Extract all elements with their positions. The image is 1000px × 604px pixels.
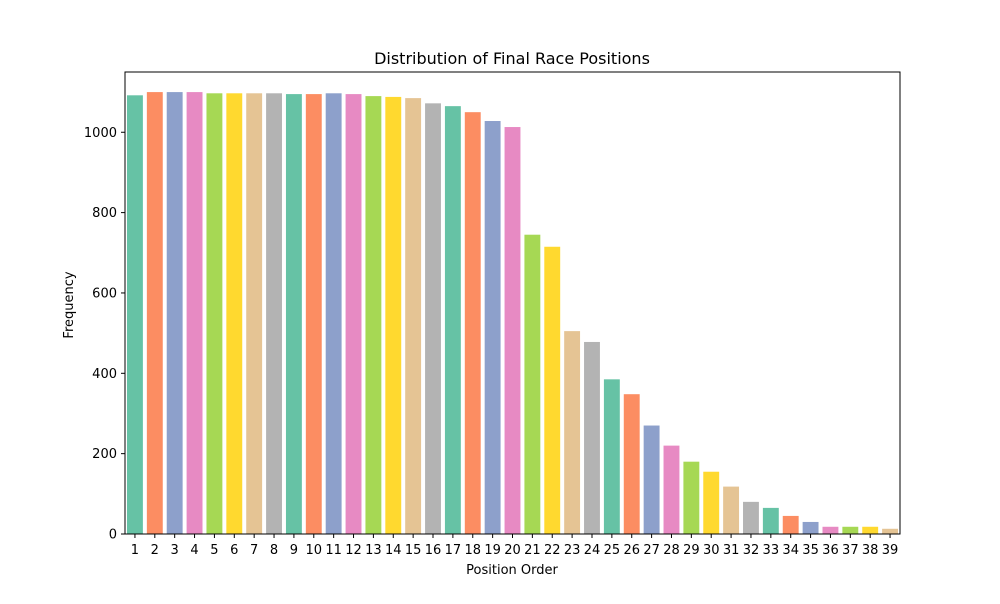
x-tick-label: 18 (464, 543, 481, 558)
x-tick-label: 2 (151, 543, 159, 558)
x-tick-label: 20 (504, 543, 521, 558)
x-tick-label: 9 (290, 543, 298, 558)
bar-position-13 (365, 96, 382, 535)
bar-position-5 (206, 93, 223, 534)
x-tick-label: 16 (425, 543, 442, 558)
x-tick-label: 7 (250, 543, 258, 558)
bar-position-7 (246, 93, 263, 534)
bar-position-8 (266, 93, 282, 534)
x-tick-label: 37 (842, 543, 859, 558)
bar-position-26 (623, 394, 640, 534)
bar-position-20 (504, 127, 521, 534)
y-tick-label: 600 (92, 286, 117, 301)
bar-position-27 (643, 425, 660, 534)
x-tick-label: 4 (190, 543, 198, 558)
x-tick-label: 31 (723, 543, 740, 558)
bar-position-29 (683, 461, 700, 534)
bar-position-37 (842, 526, 859, 534)
bar-position-16 (425, 103, 441, 534)
bar-position-35 (802, 521, 819, 534)
bar-position-3 (166, 92, 183, 534)
x-tick-label: 21 (524, 543, 541, 558)
x-tick-label: 5 (210, 543, 218, 558)
x-tick-label: 15 (405, 543, 422, 558)
bar-position-30 (703, 471, 720, 534)
y-tick-label: 200 (92, 447, 117, 462)
y-axis-ticks: 0 200 400 600 800 1000 (84, 126, 125, 543)
x-tick-label: 26 (623, 543, 640, 558)
bar-position-10 (305, 94, 322, 535)
bar-position-33 (762, 507, 779, 534)
bar-position-38 (862, 526, 879, 534)
y-axis-label: Frequency (62, 271, 77, 338)
x-tick-label: 38 (862, 543, 879, 558)
y-tick-label: 400 (92, 367, 117, 382)
x-tick-label: 33 (763, 543, 780, 558)
bar-position-6 (226, 93, 243, 534)
bar-position-24 (584, 341, 600, 534)
bar-position-9 (285, 94, 302, 535)
bar-position-11 (325, 93, 342, 534)
bar-position-22 (544, 246, 561, 534)
bar-position-17 (444, 106, 461, 534)
x-tick-label: 1 (131, 543, 139, 558)
bar-position-21 (524, 234, 541, 534)
x-tick-label: 29 (683, 543, 700, 558)
x-tick-label: 8 (270, 543, 278, 558)
x-tick-label: 13 (365, 543, 382, 558)
x-tick-label: 39 (882, 543, 899, 558)
x-tick-label: 28 (663, 543, 680, 558)
x-tick-label: 22 (544, 543, 561, 558)
x-tick-label: 35 (802, 543, 819, 558)
x-tick-label: 24 (584, 543, 601, 558)
bar-position-14 (385, 96, 402, 534)
bar-position-23 (564, 331, 581, 534)
plot-frame (124, 71, 901, 535)
bar-position-39 (882, 528, 899, 534)
bar-position-18 (464, 112, 481, 534)
bars-group (126, 92, 899, 535)
y-tick-label: 800 (92, 206, 117, 221)
x-tick-label: 34 (782, 543, 799, 558)
x-tick-label: 32 (743, 543, 760, 558)
x-axis-ticks: 1 2 3 4 5 6 7 8 9 10 11 12 13 14 15 16 17 18 19 20 21 22 23 24 2… (131, 534, 899, 558)
y-tick-label: 1000 (84, 126, 117, 141)
bar-position-19 (484, 121, 501, 534)
x-tick-label: 6 (230, 543, 238, 558)
bar-position-36 (822, 526, 839, 534)
bar-position-15 (405, 98, 422, 535)
chart-title: Distribution of Final Race Positions (374, 49, 650, 68)
x-tick-label: 10 (306, 543, 323, 558)
x-tick-label: 30 (703, 543, 720, 558)
x-tick-label: 12 (345, 543, 362, 558)
bar-position-31 (723, 486, 740, 534)
bar-position-4 (186, 92, 203, 534)
bar-position-2 (146, 92, 163, 534)
x-tick-label: 3 (171, 543, 179, 558)
x-axis-label: Position Order (466, 563, 558, 578)
y-tick-label: 0 (109, 528, 117, 543)
bar-position-12 (345, 94, 362, 535)
x-tick-label: 23 (564, 543, 581, 558)
x-tick-label: 19 (484, 543, 501, 558)
x-tick-label: 36 (822, 543, 839, 558)
bar-position-28 (663, 445, 680, 534)
x-tick-label: 11 (325, 543, 342, 558)
x-tick-label: 27 (643, 543, 660, 558)
x-tick-label: 25 (604, 543, 621, 558)
bar-position-25 (603, 379, 620, 534)
bar-position-1 (126, 95, 143, 534)
x-tick-label: 17 (445, 543, 462, 558)
bar-position-32 (743, 501, 759, 534)
x-tick-label: 14 (385, 543, 402, 558)
bar-position-34 (782, 515, 799, 534)
